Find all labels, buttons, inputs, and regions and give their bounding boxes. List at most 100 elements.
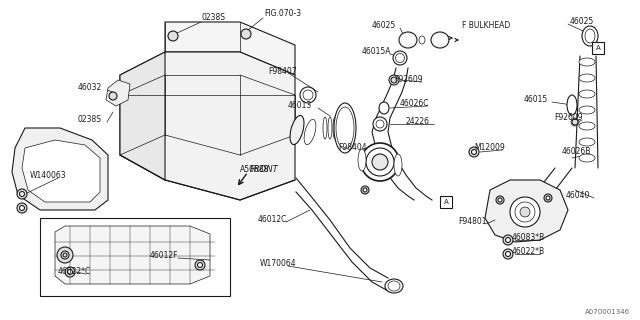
Circle shape: [506, 237, 511, 243]
Circle shape: [503, 249, 513, 259]
Circle shape: [506, 252, 511, 257]
Text: FRONT: FRONT: [250, 165, 279, 174]
Ellipse shape: [366, 148, 394, 176]
Ellipse shape: [303, 90, 313, 100]
Text: F BULKHEAD: F BULKHEAD: [462, 21, 510, 30]
Text: F98407: F98407: [268, 68, 296, 76]
Text: 24226: 24226: [406, 117, 430, 126]
Ellipse shape: [379, 102, 389, 114]
Text: 46022*B: 46022*B: [512, 247, 545, 257]
Circle shape: [241, 29, 251, 39]
Ellipse shape: [579, 154, 595, 162]
Circle shape: [57, 247, 73, 263]
Text: 46013: 46013: [288, 101, 312, 110]
Circle shape: [472, 149, 477, 155]
Bar: [592, 42, 604, 54]
Text: A50688: A50688: [240, 165, 269, 174]
Ellipse shape: [431, 32, 449, 48]
Ellipse shape: [343, 117, 347, 139]
Text: 46026B: 46026B: [562, 148, 591, 156]
Ellipse shape: [300, 87, 316, 103]
Text: F98404: F98404: [338, 143, 367, 153]
Polygon shape: [106, 80, 130, 106]
Bar: [40, 218, 230, 296]
Circle shape: [544, 194, 552, 202]
Text: F92609: F92609: [554, 114, 582, 123]
Ellipse shape: [376, 120, 384, 128]
Polygon shape: [120, 52, 165, 180]
Ellipse shape: [396, 53, 404, 62]
Text: 46022*C: 46022*C: [58, 268, 92, 276]
Text: M12009: M12009: [474, 143, 505, 153]
Ellipse shape: [373, 117, 387, 131]
Circle shape: [498, 198, 502, 202]
Ellipse shape: [338, 117, 342, 139]
Ellipse shape: [510, 197, 540, 227]
Circle shape: [361, 186, 369, 194]
Text: 46012C: 46012C: [258, 215, 287, 225]
Ellipse shape: [372, 154, 388, 170]
Polygon shape: [55, 226, 210, 284]
Ellipse shape: [579, 58, 595, 66]
Ellipse shape: [328, 117, 332, 139]
Circle shape: [19, 191, 24, 196]
Text: W140063: W140063: [30, 172, 67, 180]
Text: 46025: 46025: [570, 18, 595, 27]
Circle shape: [65, 267, 75, 277]
Circle shape: [546, 196, 550, 200]
Circle shape: [391, 77, 397, 83]
Circle shape: [496, 196, 504, 204]
Circle shape: [67, 269, 72, 275]
Ellipse shape: [393, 51, 407, 65]
Polygon shape: [165, 22, 295, 75]
Text: 46040: 46040: [566, 191, 590, 201]
Polygon shape: [12, 128, 108, 210]
Circle shape: [469, 147, 479, 157]
Ellipse shape: [388, 281, 400, 291]
Text: 46015: 46015: [524, 95, 548, 105]
Circle shape: [61, 251, 69, 259]
Ellipse shape: [290, 116, 304, 145]
Text: A070001346: A070001346: [585, 309, 630, 315]
Text: 46025: 46025: [372, 21, 396, 30]
Text: A: A: [444, 199, 449, 205]
Text: 46083*B: 46083*B: [512, 234, 545, 243]
Text: 0238S: 0238S: [78, 116, 102, 124]
Circle shape: [198, 262, 202, 268]
Ellipse shape: [336, 107, 354, 149]
Ellipse shape: [399, 32, 417, 48]
Ellipse shape: [358, 149, 366, 171]
Text: 46012F: 46012F: [150, 252, 179, 260]
Circle shape: [168, 31, 178, 41]
Ellipse shape: [515, 202, 535, 222]
Text: 46032: 46032: [78, 84, 102, 92]
Ellipse shape: [323, 117, 327, 139]
Text: W170064: W170064: [260, 260, 296, 268]
Polygon shape: [22, 140, 100, 202]
Ellipse shape: [571, 118, 579, 126]
Ellipse shape: [333, 117, 337, 139]
Circle shape: [63, 253, 67, 257]
Circle shape: [17, 203, 27, 213]
Circle shape: [572, 119, 578, 125]
Text: 0238S: 0238S: [202, 13, 226, 22]
Circle shape: [109, 92, 117, 100]
Text: 46026C: 46026C: [400, 100, 429, 108]
Polygon shape: [120, 52, 295, 200]
Circle shape: [17, 189, 27, 199]
Ellipse shape: [361, 143, 399, 181]
Ellipse shape: [385, 279, 403, 293]
Ellipse shape: [567, 95, 577, 115]
Circle shape: [503, 235, 513, 245]
Ellipse shape: [394, 154, 402, 176]
Text: F92609: F92609: [394, 76, 422, 84]
Ellipse shape: [520, 207, 530, 217]
Ellipse shape: [579, 122, 595, 130]
Ellipse shape: [579, 90, 595, 98]
Ellipse shape: [304, 119, 316, 145]
Text: A: A: [596, 45, 600, 51]
Ellipse shape: [579, 74, 595, 82]
Ellipse shape: [579, 138, 595, 146]
Bar: [440, 196, 452, 208]
Ellipse shape: [419, 36, 425, 44]
